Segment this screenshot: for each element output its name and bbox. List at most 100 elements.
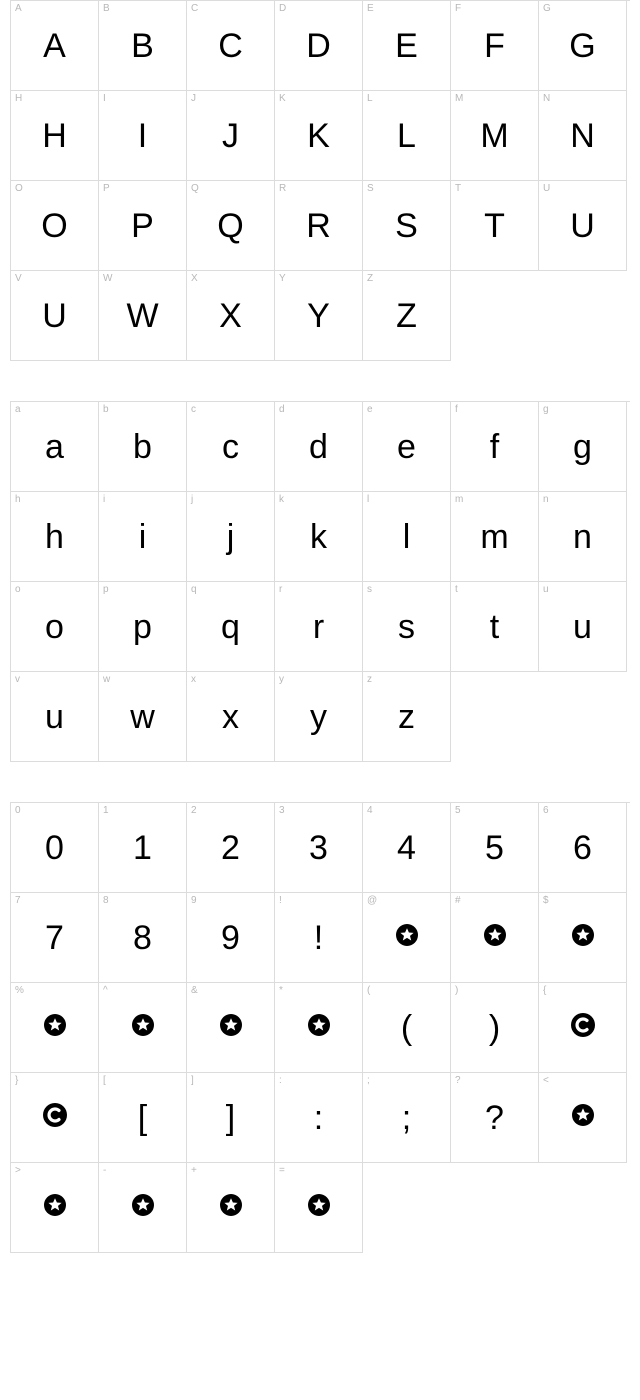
glyph-cell: dd bbox=[275, 402, 363, 492]
star-icon bbox=[43, 1193, 67, 1222]
glyph-cell: ZZ bbox=[363, 271, 451, 361]
glyph: U bbox=[570, 209, 595, 243]
cell-label: ? bbox=[455, 1075, 461, 1086]
glyph-cell: gg bbox=[539, 402, 627, 492]
glyph: C bbox=[218, 29, 243, 63]
glyph: o bbox=[45, 610, 64, 644]
glyph-cell: * bbox=[275, 983, 363, 1073]
glyph-cell: !! bbox=[275, 893, 363, 983]
glyph: a bbox=[45, 430, 64, 464]
glyph: y bbox=[310, 700, 327, 734]
cell-label: h bbox=[15, 494, 21, 505]
glyph: f bbox=[490, 430, 499, 464]
cell-label: K bbox=[279, 93, 286, 104]
cell-label: l bbox=[367, 494, 369, 505]
star-icon bbox=[395, 923, 419, 952]
glyph: T bbox=[484, 209, 505, 243]
cell-label: + bbox=[191, 1165, 197, 1176]
glyph-cell: = bbox=[275, 1163, 363, 1253]
glyph-cell: cc bbox=[187, 402, 275, 492]
cell-label: U bbox=[543, 183, 550, 194]
cell-label: w bbox=[103, 674, 110, 685]
cell-label: ^ bbox=[103, 985, 108, 996]
cell-label: g bbox=[543, 404, 549, 415]
glyph-cell: @ bbox=[363, 893, 451, 983]
glyph-cell: aa bbox=[11, 402, 99, 492]
cell-label: Z bbox=[367, 273, 373, 284]
glyph: 0 bbox=[45, 831, 64, 865]
glyph-cell: )) bbox=[451, 983, 539, 1073]
cell-label: < bbox=[543, 1075, 549, 1086]
glyph: 1 bbox=[133, 831, 152, 865]
glyph-cell: GG bbox=[539, 1, 627, 91]
glyph: K bbox=[307, 119, 330, 153]
glyph-cell: AA bbox=[11, 1, 99, 91]
glyph: t bbox=[490, 610, 499, 644]
cell-label: t bbox=[455, 584, 458, 595]
glyph: ( bbox=[401, 1011, 412, 1045]
glyph-cell: II bbox=[99, 91, 187, 181]
glyph: U bbox=[42, 299, 67, 333]
glyph-cell: EE bbox=[363, 1, 451, 91]
glyph-cell: < bbox=[539, 1073, 627, 1163]
cell-label: ] bbox=[191, 1075, 194, 1086]
glyph: Z bbox=[396, 299, 417, 333]
cell-label: ) bbox=[455, 985, 458, 996]
glyph: X bbox=[219, 299, 242, 333]
glyph: H bbox=[42, 119, 67, 153]
cell-label: R bbox=[279, 183, 286, 194]
glyph: i bbox=[139, 520, 147, 554]
glyph: 4 bbox=[397, 831, 416, 865]
glyph-cell: ;; bbox=[363, 1073, 451, 1163]
cell-label: u bbox=[543, 584, 549, 595]
star-icon bbox=[131, 1013, 155, 1042]
cell-label: % bbox=[15, 985, 24, 996]
cell-label: n bbox=[543, 494, 549, 505]
section-uppercase: AABBCCDDEEFFGGHHIIJJKKLLMMNNOOPPQQRRSSTT… bbox=[10, 0, 630, 361]
cell-label: 5 bbox=[455, 805, 461, 816]
glyph: ) bbox=[489, 1011, 500, 1045]
glyph-cell: WW bbox=[99, 271, 187, 361]
star-icon bbox=[219, 1193, 243, 1222]
glyph: ! bbox=[314, 921, 323, 955]
glyph-cell: - bbox=[99, 1163, 187, 1253]
cell-label: P bbox=[103, 183, 110, 194]
cell-label: q bbox=[191, 584, 197, 595]
cell-label: B bbox=[103, 3, 110, 14]
glyph-cell: ]] bbox=[187, 1073, 275, 1163]
glyph: N bbox=[570, 119, 595, 153]
glyph: : bbox=[314, 1101, 323, 1135]
cell-label: L bbox=[367, 93, 373, 104]
cell-label: M bbox=[455, 93, 463, 104]
glyph: l bbox=[403, 520, 411, 554]
cell-label: X bbox=[191, 273, 198, 284]
cell-label: J bbox=[191, 93, 196, 104]
glyph: G bbox=[569, 29, 595, 63]
glyph-cell: RR bbox=[275, 181, 363, 271]
cell-label: N bbox=[543, 93, 550, 104]
cell-label: 9 bbox=[191, 895, 197, 906]
section-numbers-symbols: 00112233445566778899!!@#$%^&*(()){}[[]]:… bbox=[10, 802, 630, 1253]
glyph-cell: $ bbox=[539, 893, 627, 983]
copyright-icon bbox=[42, 1102, 68, 1133]
glyph-cell: JJ bbox=[187, 91, 275, 181]
cell-label: 1 bbox=[103, 805, 109, 816]
glyph-cell: > bbox=[11, 1163, 99, 1253]
glyph-cell: ww bbox=[99, 672, 187, 762]
glyph: A bbox=[43, 29, 66, 63]
glyph-cell: zz bbox=[363, 672, 451, 762]
glyph-cell: kk bbox=[275, 492, 363, 582]
cell-label: k bbox=[279, 494, 284, 505]
glyph-cell: HH bbox=[11, 91, 99, 181]
cell-label: r bbox=[279, 584, 282, 595]
glyph-cell: 55 bbox=[451, 803, 539, 893]
cell-label: 3 bbox=[279, 805, 285, 816]
glyph-cell: QQ bbox=[187, 181, 275, 271]
cell-label: - bbox=[103, 1165, 106, 1176]
cell-label: ! bbox=[279, 895, 282, 906]
glyph: u bbox=[45, 700, 64, 734]
cell-label: @ bbox=[367, 895, 377, 906]
cell-label: f bbox=[455, 404, 458, 415]
glyph-cell: DD bbox=[275, 1, 363, 91]
glyph: P bbox=[131, 209, 154, 243]
